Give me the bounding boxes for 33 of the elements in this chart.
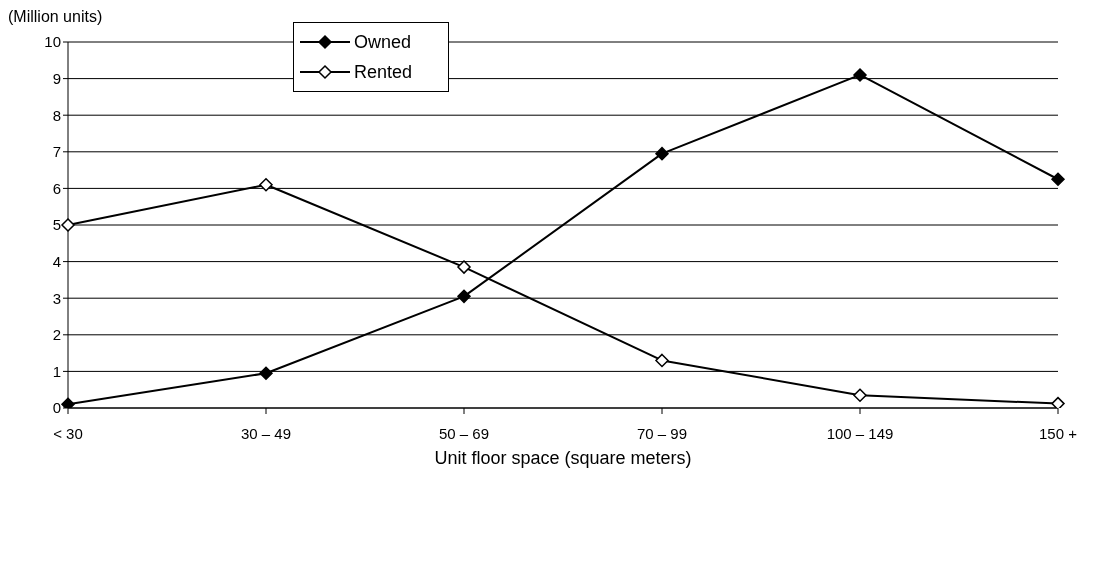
y-tick-label: 6 xyxy=(52,179,61,197)
point xyxy=(655,353,669,368)
point xyxy=(853,388,867,402)
legend-label: Owned xyxy=(354,31,412,53)
point xyxy=(259,366,273,380)
x-tick-label: 150 + xyxy=(1039,424,1078,442)
point xyxy=(457,289,471,304)
y-tick-label: 7 xyxy=(52,143,61,161)
point xyxy=(655,146,669,161)
y-tick-label: 0 xyxy=(52,399,61,417)
y-tick-label: 3 xyxy=(52,289,61,307)
x-tick-label: 50 – 69 xyxy=(438,424,490,442)
x-tick-label: 70 – 99 xyxy=(636,424,688,442)
point xyxy=(457,260,471,274)
point xyxy=(61,397,75,408)
point xyxy=(61,218,75,232)
point xyxy=(1051,396,1065,408)
y-tick-label: 1 xyxy=(52,362,61,380)
x-tick-label: 100 – 149 xyxy=(826,424,894,442)
legend-label: Rented xyxy=(354,61,413,83)
x-tick-label: < 30 xyxy=(53,424,83,442)
point xyxy=(853,68,867,82)
y-axis-title: (Million units) xyxy=(8,8,103,26)
y-tick-label: 5 xyxy=(52,216,61,234)
y-tick-label: 10 xyxy=(44,33,61,51)
y-tick-label: 2 xyxy=(52,326,61,344)
point xyxy=(1051,172,1065,186)
y-tick-label: 4 xyxy=(52,252,61,270)
x-tick-label: 30 – 49 xyxy=(240,424,292,442)
y-tick-label: 8 xyxy=(52,106,61,124)
x-axis-title: Unit floor space (square meters) xyxy=(434,448,692,468)
y-tick-label: 9 xyxy=(52,69,61,87)
point xyxy=(259,177,273,192)
